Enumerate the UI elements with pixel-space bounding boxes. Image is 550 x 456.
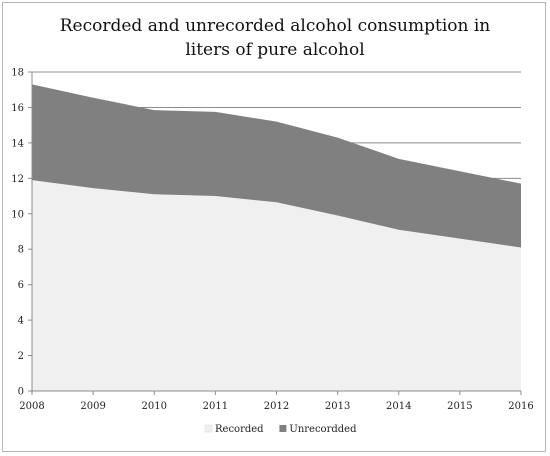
legend-swatch-unrecordded xyxy=(279,425,287,432)
x-tick-label-2012: 2012 xyxy=(264,401,289,412)
y-tick-label-16: 16 xyxy=(11,103,24,114)
x-tick-labels: 2008 2009 2010 2011 2012 2013 2014 2015 2016 xyxy=(19,401,533,412)
x-tick-label-2011: 2011 xyxy=(203,401,228,412)
legend-label-unrecordded: Unrecordded xyxy=(289,424,357,435)
y-tick-label-6: 6 xyxy=(18,280,24,291)
x-tick-label-2016: 2016 xyxy=(508,401,533,412)
legend-label-recorded: Recorded xyxy=(215,424,264,435)
axes xyxy=(28,71,522,395)
x-tick-label-2014: 2014 xyxy=(386,401,411,412)
y-tick-label-4: 4 xyxy=(18,316,24,327)
y-tick-label-18: 18 xyxy=(11,68,24,79)
legend: Recorded Unrecordded xyxy=(204,424,357,435)
y-tick-label-12: 12 xyxy=(11,174,24,185)
x-tick-label-2009: 2009 xyxy=(80,401,105,412)
legend-swatch-recorded xyxy=(204,424,213,433)
y-tick-label-14: 14 xyxy=(11,138,24,149)
y-tick-label-8: 8 xyxy=(18,245,24,256)
x-tick-label-2015: 2015 xyxy=(447,401,472,412)
x-tick-label-2013: 2013 xyxy=(325,401,350,412)
area-recorded xyxy=(32,180,521,391)
x-tick-label-2008: 2008 xyxy=(19,401,44,412)
areas xyxy=(32,84,521,391)
x-tick-label-2010: 2010 xyxy=(142,401,167,412)
y-tick-label-10: 10 xyxy=(11,209,24,220)
y-tick-label-0: 0 xyxy=(18,387,24,398)
chart-title: Recorded and unrecorded alcohol consumpt… xyxy=(59,16,491,60)
area-unrecordded xyxy=(32,84,521,248)
y-tick-label-2: 2 xyxy=(18,351,24,362)
y-tick-labels: 0 2 4 6 8 10 12 14 16 18 xyxy=(11,68,24,398)
